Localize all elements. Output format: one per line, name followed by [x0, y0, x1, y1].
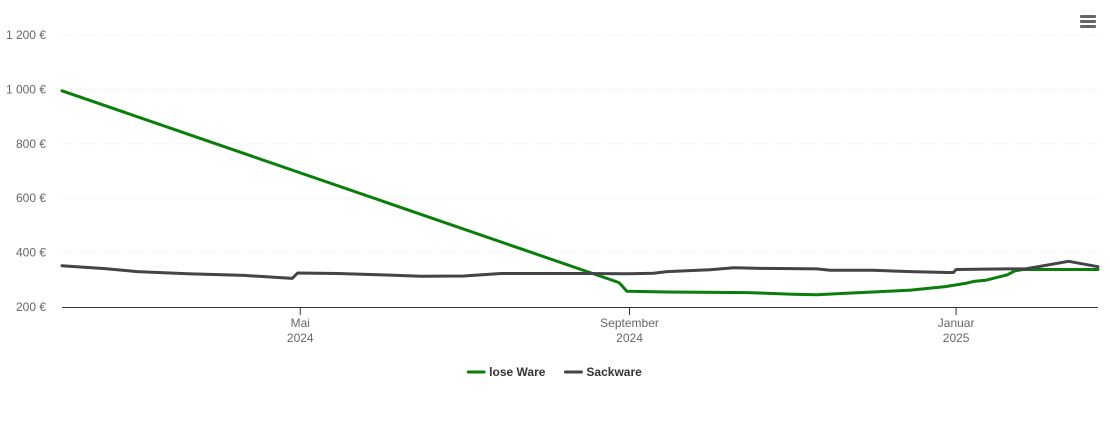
x-tick-label-year: 2024: [287, 331, 314, 345]
y-tick-label: 600 €: [16, 191, 46, 205]
series-lines: [60, 89, 1100, 297]
series-line: [60, 89, 1100, 297]
x-tick-label-year: 2025: [943, 331, 970, 345]
x-tick-label-year: 2024: [616, 331, 643, 345]
y-tick-label: 1 000 €: [6, 82, 46, 96]
x-tick-label-month: Januar: [938, 316, 975, 330]
legend-item[interactable]: Sackware: [563, 365, 642, 379]
y-tick-label: 200 €: [16, 300, 46, 314]
menu-bar-middle: [1080, 20, 1096, 23]
y-tick-label: 800 €: [16, 137, 46, 151]
menu-bar-top: [1080, 15, 1096, 18]
x-tick-label-month: Mai: [291, 316, 310, 330]
legend-label: Sackware: [586, 365, 642, 379]
y-tick-label: 1 200 €: [6, 28, 46, 42]
legend-label: lose Ware: [489, 365, 546, 379]
y-axis-labels: 200 € 400 € 600 € 800 € 1 000 € 1 200 €: [6, 28, 46, 314]
hamburger-menu-icon[interactable]: [1076, 10, 1100, 34]
y-tick-label: 400 €: [16, 246, 46, 260]
legend[interactable]: lose Ware Sackware: [466, 365, 642, 379]
menu-bar-bottom: [1080, 25, 1096, 28]
x-tick-label-month: September: [600, 316, 659, 330]
legend-item[interactable]: lose Ware: [466, 365, 546, 379]
series-line: [60, 259, 1100, 280]
